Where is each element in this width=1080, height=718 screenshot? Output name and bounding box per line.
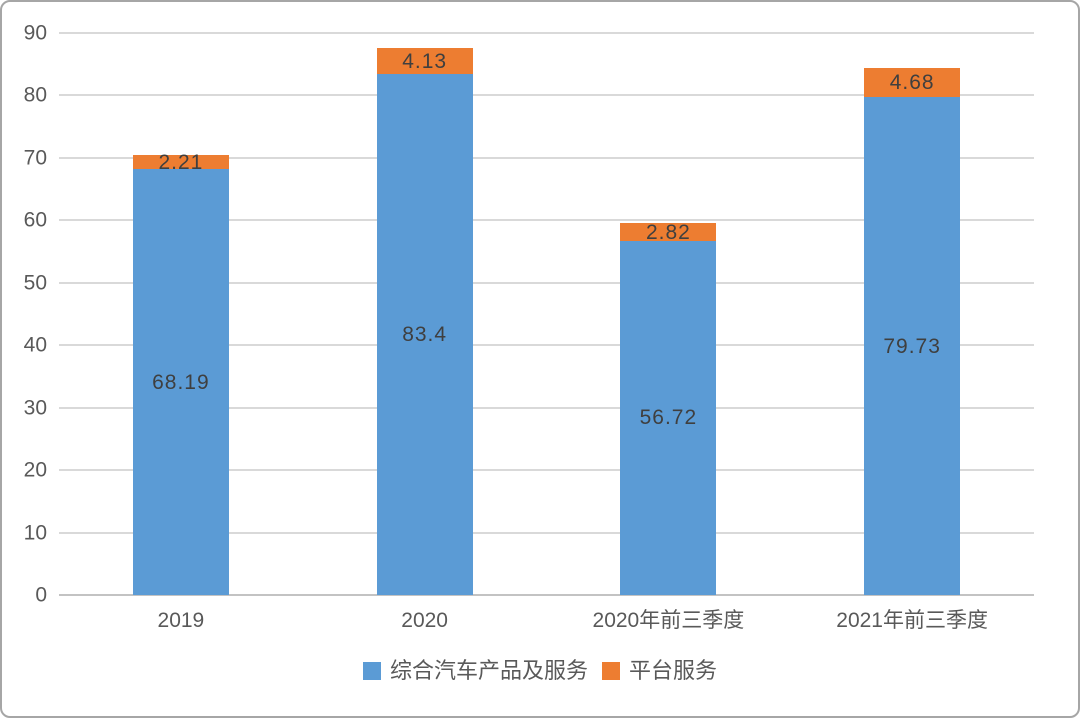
x-axis-label: 2021年前三季度 [836,609,988,632]
y-axis-tick-label: 40 [23,333,47,357]
gridline [59,281,1034,284]
bar-value-label: 79.73 [883,334,941,358]
y-axis-tick-label: 20 [23,458,47,482]
bar-segment: 68.19 [132,169,229,595]
bar-value-label: 4.68 [889,71,935,95]
y-axis-tick-label: 10 [23,521,47,545]
x-axis-label: 2020年前三季度 [592,609,745,632]
bar-segment: 79.73 [864,97,961,595]
bar-slot: 4.13 83.4 [303,33,547,595]
bar-segment: 2.21 [132,152,229,173]
bar-segment: 4.68 [864,67,961,98]
y-axis: 0 10 20 30 40 50 60 70 80 90 [2,23,47,606]
bar-value-label: 4.13 [402,49,448,73]
plot-area: 2.21 68.19 4.13 83.4 2.82 56.72 4.68 79.73 [59,32,1034,596]
bar-value-label: 2.82 [645,220,691,244]
gridline [59,344,1034,347]
bar-segment: 83.4 [376,74,473,595]
legend-swatch-icon [362,662,381,680]
y-axis-tick-label: 30 [23,396,47,420]
legend: 综合汽车产品及服务 平台服务 [2,660,1078,682]
bar-segment: 4.13 [376,48,473,75]
bar-value-label: 2.21 [158,150,204,174]
bar-slot: 2.21 68.19 [59,33,303,595]
gridline [59,219,1034,222]
bar-slot: 2.82 56.72 [547,33,791,595]
x-axis: 2019 2020 2020年前三季度 2021年前三季度 [59,608,1034,633]
x-axis-label: 2020 [401,609,448,632]
gridline [59,94,1034,97]
bar-value-label: 83.4 [402,323,448,347]
gridline [59,156,1034,159]
y-axis-tick-label: 0 [35,583,47,607]
gridline [59,469,1034,472]
y-axis-tick-label: 60 [23,208,47,232]
legend-item: 综合汽车产品及服务 [362,658,588,683]
legend-swatch-icon [602,662,620,680]
bar-segment: 56.72 [620,240,717,595]
y-axis-tick-label: 70 [23,146,47,170]
bar-slot: 4.68 79.73 [790,33,1034,595]
bar-segment: 2.82 [620,220,717,244]
x-axis-label: 2019 [157,609,205,632]
gridline [59,406,1034,409]
bars-container: 2.21 68.19 4.13 83.4 2.82 56.72 4.68 79.73 [59,33,1034,595]
legend-label: 综合汽车产品及服务 [389,658,588,683]
bar-value-label: 56.72 [639,406,698,430]
gridline [59,32,1034,34]
bar-value-label: 68.19 [152,370,210,394]
bar-column: 2.21 68.19 [132,152,229,595]
bar-column: 4.13 83.4 [376,48,473,595]
gridline [59,531,1034,534]
y-axis-tick-label: 50 [23,271,47,295]
legend-label: 平台服务 [629,658,718,683]
y-axis-tick-label: 90 [23,21,47,45]
y-axis-tick-label: 80 [23,83,47,107]
bar-column: 4.68 79.73 [864,67,961,595]
gridline [59,594,1034,596]
legend-item: 平台服务 [602,660,717,682]
bar-column: 2.82 56.72 [620,220,717,595]
